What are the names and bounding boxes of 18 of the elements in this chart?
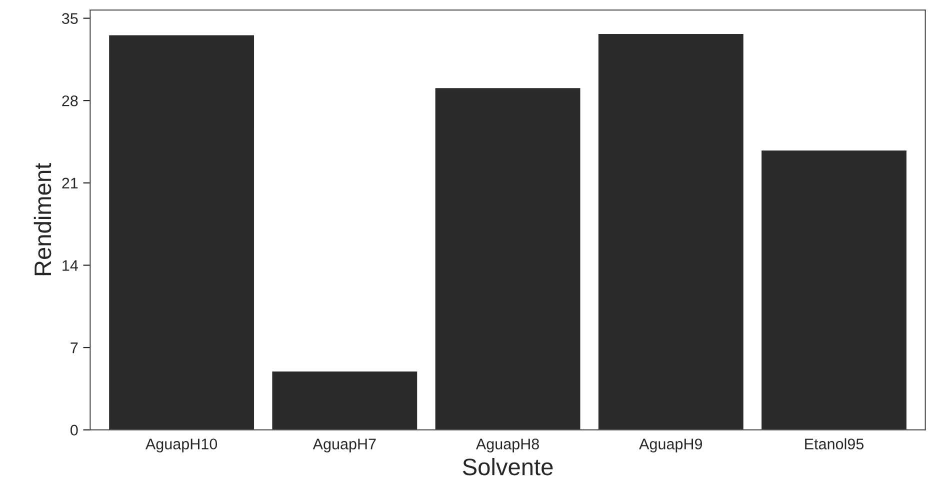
y-tick-label: 35	[62, 13, 78, 24]
x-tick-label: AguapH9	[639, 438, 702, 452]
bar	[435, 88, 580, 430]
bar	[598, 34, 744, 430]
y-tick-label: 14	[62, 260, 78, 271]
x-tick-label: Etanol95	[805, 438, 864, 450]
y-tick-label: 7	[70, 342, 78, 354]
y-tick-label: 28	[62, 95, 78, 106]
y-axis-title: Rendiment	[34, 163, 52, 276]
x-tick-label: AguapH10	[145, 438, 218, 452]
y-tick-label: 0	[70, 424, 78, 436]
bar	[762, 150, 906, 430]
bar	[109, 35, 254, 430]
x-tick-label: AguapH7	[312, 438, 376, 452]
x-axis-title: Solvente	[462, 458, 553, 476]
bar	[272, 372, 418, 430]
y-tick-label: 21	[62, 178, 78, 188]
x-tick-label: AguapH8	[476, 438, 539, 452]
